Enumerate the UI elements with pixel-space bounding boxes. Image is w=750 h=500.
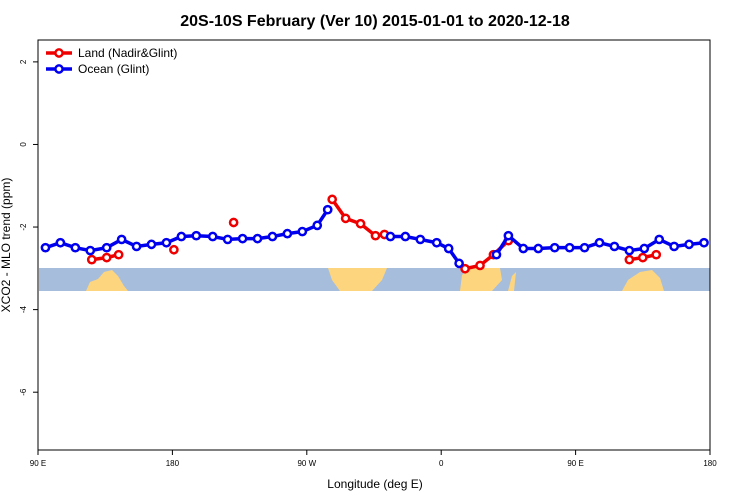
point	[699, 237, 709, 248]
point	[40, 242, 51, 253]
point	[340, 213, 351, 224]
point	[207, 231, 218, 242]
map-strip	[39, 268, 710, 291]
point	[222, 234, 233, 245]
point	[113, 249, 124, 260]
point	[327, 194, 338, 205]
x-tick-label: 0	[439, 459, 444, 468]
point	[267, 231, 278, 242]
y-tick-label: 0	[19, 142, 28, 147]
x-tick-label: 180	[703, 459, 717, 468]
x-axis-label: Longitude (deg E)	[327, 477, 422, 491]
legend-label: Ocean (Glint)	[78, 62, 149, 76]
point	[322, 204, 333, 215]
point	[85, 245, 96, 256]
point	[55, 237, 66, 248]
point	[624, 254, 635, 265]
point	[169, 244, 179, 255]
point	[460, 263, 470, 274]
chart-title: 20S-10S February (Ver 10) 2015-01-01 to …	[180, 13, 570, 30]
point	[355, 218, 366, 229]
point	[579, 242, 590, 253]
point	[146, 239, 157, 250]
point	[654, 234, 665, 245]
point	[228, 217, 239, 228]
x-tick-label: 90 W	[297, 459, 316, 468]
point	[624, 245, 635, 256]
point	[533, 243, 544, 254]
x-tick-label: 180	[166, 459, 180, 468]
legend-marker	[54, 64, 64, 74]
point	[518, 243, 529, 254]
point	[101, 252, 112, 263]
point	[549, 242, 560, 253]
point	[637, 252, 648, 263]
y-tick-label: -6	[19, 388, 28, 396]
legend-marker	[54, 48, 64, 58]
point	[669, 241, 680, 252]
point	[475, 260, 485, 271]
point	[454, 258, 464, 269]
point	[282, 228, 293, 239]
point	[370, 230, 381, 241]
point	[594, 237, 605, 248]
point	[86, 254, 97, 265]
point	[651, 249, 662, 260]
point	[609, 241, 620, 252]
point	[101, 242, 112, 253]
x-tick-label: 90 E	[30, 459, 46, 468]
x-tick-label: 90 E	[567, 459, 583, 468]
plot-frame	[37, 39, 711, 451]
y-tick-label: -4	[19, 306, 28, 314]
point	[312, 220, 323, 231]
point	[503, 230, 514, 241]
point	[131, 241, 142, 252]
point	[639, 243, 650, 254]
y-axis-label: XCO2 - MLO trend (ppm)	[0, 178, 13, 313]
y-tick-label: 2	[19, 59, 28, 64]
point	[176, 231, 187, 242]
point	[191, 230, 202, 241]
point	[400, 231, 411, 242]
point	[237, 233, 248, 244]
point	[70, 242, 81, 253]
point	[443, 243, 454, 254]
point	[297, 226, 308, 237]
point	[564, 242, 575, 253]
point	[161, 237, 172, 248]
point	[491, 249, 502, 260]
point	[252, 233, 263, 244]
point	[431, 237, 442, 248]
point	[385, 231, 396, 242]
legend-label: Land (Nadir&Glint)	[78, 46, 177, 60]
y-tick-label: -2	[19, 223, 28, 231]
point	[415, 234, 426, 245]
point	[684, 239, 694, 250]
point	[116, 234, 127, 245]
